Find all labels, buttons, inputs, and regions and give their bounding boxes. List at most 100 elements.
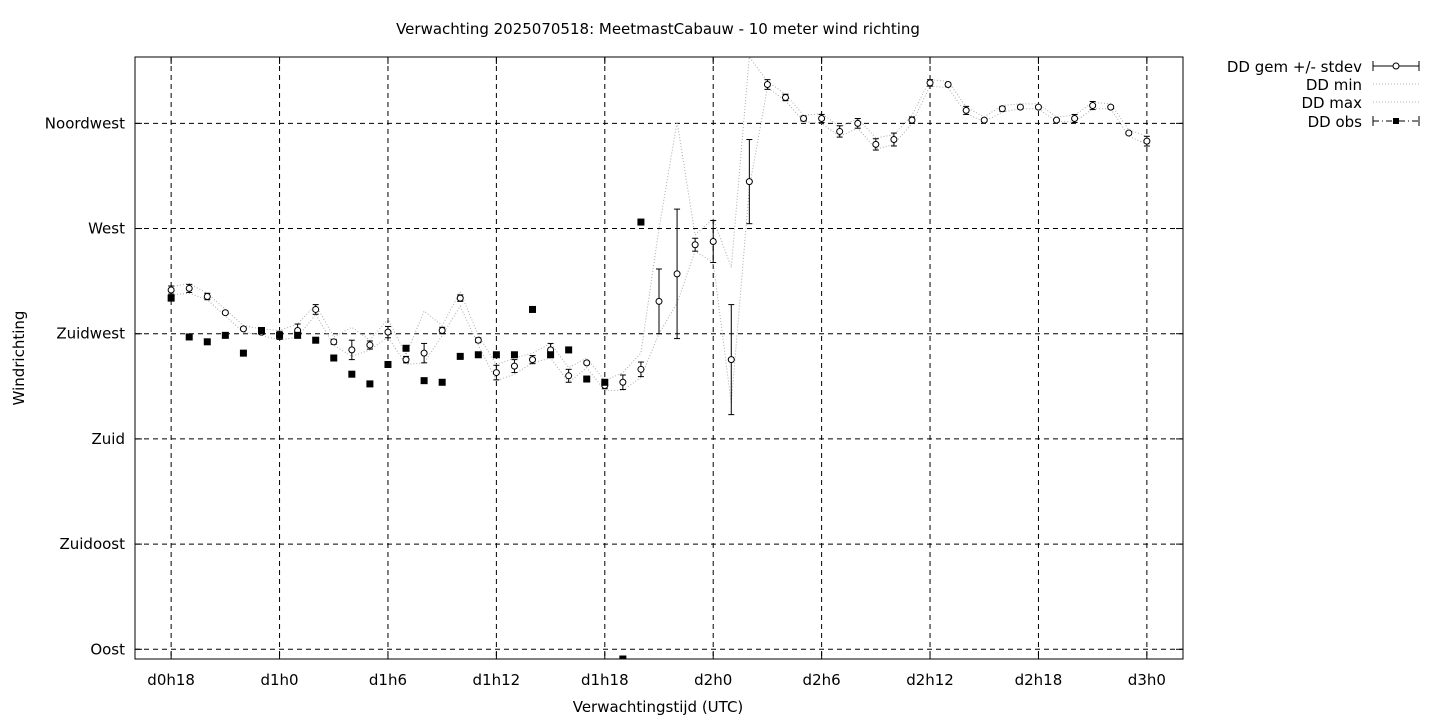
y-tick-label: Noordwest xyxy=(45,114,125,132)
mean-point xyxy=(366,341,374,349)
mean-point xyxy=(474,336,482,344)
mean-point xyxy=(529,356,537,364)
obs-point xyxy=(239,349,247,357)
obs-point xyxy=(565,346,573,354)
mean-point xyxy=(1143,137,1151,145)
y-tick-label: Zuidwest xyxy=(56,325,125,343)
obs-point xyxy=(456,352,464,360)
mean-point xyxy=(1107,103,1115,111)
obs-point xyxy=(366,380,374,388)
mean-point xyxy=(727,356,735,364)
x-tick-label: d0h18 xyxy=(147,671,195,689)
mean-point xyxy=(691,241,699,249)
series-layer xyxy=(167,57,1151,659)
mean-point xyxy=(239,325,247,333)
mean-point xyxy=(1053,116,1061,124)
mean-point xyxy=(962,106,970,114)
mean-point xyxy=(890,136,898,144)
obs-point xyxy=(438,378,446,386)
obs-point xyxy=(330,354,338,362)
obs-point xyxy=(637,218,645,226)
mean-point xyxy=(1125,129,1133,137)
mean-point xyxy=(800,114,808,122)
legend: DD gem +/- stdev DD min DD max DD obs xyxy=(1227,58,1420,131)
mean-point xyxy=(673,270,681,278)
y-tick-label: Oost xyxy=(90,640,125,658)
obs-point xyxy=(348,370,356,378)
mean-point xyxy=(565,372,573,380)
mean-point xyxy=(221,309,229,317)
legend-label-obs: DD obs xyxy=(1308,113,1363,131)
x-tick-label: d2h0 xyxy=(694,671,732,689)
legend-marker-filled-square xyxy=(1393,118,1399,124)
obs-point xyxy=(601,378,609,386)
mean-point xyxy=(872,140,880,148)
obs-point xyxy=(257,326,265,334)
axis-ticks xyxy=(135,57,1183,659)
x-tick-label: d1h12 xyxy=(473,671,521,689)
mean-point xyxy=(1016,103,1024,111)
obs-point xyxy=(510,351,518,359)
y-tick-label: West xyxy=(88,220,125,238)
legend-label-mean: DD gem +/- stdev xyxy=(1227,58,1362,76)
mean-point xyxy=(854,119,862,127)
obs-point xyxy=(203,338,211,346)
mean-point xyxy=(456,294,464,302)
obs-point xyxy=(529,305,537,313)
legend-item-obs: DD obs xyxy=(1308,113,1420,131)
plot-area-frame xyxy=(134,56,1184,660)
mean-point xyxy=(944,81,952,89)
x-tick-label: d1h6 xyxy=(369,671,407,689)
mean-point xyxy=(1034,103,1042,111)
x-tick-label: d2h12 xyxy=(906,671,954,689)
x-tick-label: d3h0 xyxy=(1128,671,1166,689)
x-tick-label: d2h6 xyxy=(803,671,841,689)
legend-item-max: DD max xyxy=(1301,94,1419,112)
obs-point xyxy=(276,331,284,339)
mean-point xyxy=(781,93,789,101)
mean-point xyxy=(438,326,446,334)
mean-point xyxy=(836,127,844,135)
mean-point xyxy=(510,362,518,370)
mean-point xyxy=(926,79,934,87)
mean-point xyxy=(384,328,392,336)
legend-marker-open-circle xyxy=(1392,62,1400,70)
mean-point xyxy=(1089,102,1097,110)
x-tick-label: d1h0 xyxy=(260,671,298,689)
obs-point xyxy=(167,294,175,302)
x-tick-label: d1h18 xyxy=(581,671,629,689)
legend-label-max: DD max xyxy=(1301,94,1362,112)
obs-point xyxy=(312,336,320,344)
mean-point xyxy=(330,338,338,346)
mean-point xyxy=(998,105,1006,113)
x-axis-label: Verwachtingstijd (UTC) xyxy=(573,698,744,716)
obs-point xyxy=(402,344,410,352)
mean-point xyxy=(312,305,320,313)
x-tick-labels: d0h18 d1h0 d1h6 d1h12 d1h18 d2h0 d2h6 d2h12 d2h1… xyxy=(147,671,1166,689)
obs-point xyxy=(221,331,229,339)
obs-point xyxy=(547,351,555,359)
obs-point xyxy=(185,333,193,341)
mean-point xyxy=(709,237,717,245)
mean-point xyxy=(908,116,916,124)
mean-point xyxy=(637,365,645,373)
mean-point xyxy=(420,349,428,357)
obs-point xyxy=(474,351,482,359)
mean-point xyxy=(763,81,771,89)
obs-point xyxy=(492,351,500,359)
obs-point xyxy=(384,360,392,368)
mean-point xyxy=(402,356,410,364)
chart-title: Verwachting 2025070518: MeetmastCabauw -… xyxy=(396,20,920,38)
obs-point xyxy=(583,375,591,383)
mean-point xyxy=(655,297,663,305)
y-axis-label: Windrichting xyxy=(10,311,28,406)
legend-item-mean: DD gem +/- stdev xyxy=(1227,58,1420,76)
mean-point xyxy=(583,359,591,367)
y-tick-label: Zuidoost xyxy=(59,535,125,553)
mean-point xyxy=(167,286,175,294)
mean-point xyxy=(745,178,753,186)
obs-point xyxy=(420,377,428,385)
mean-point xyxy=(492,369,500,377)
mean-point xyxy=(203,293,211,301)
